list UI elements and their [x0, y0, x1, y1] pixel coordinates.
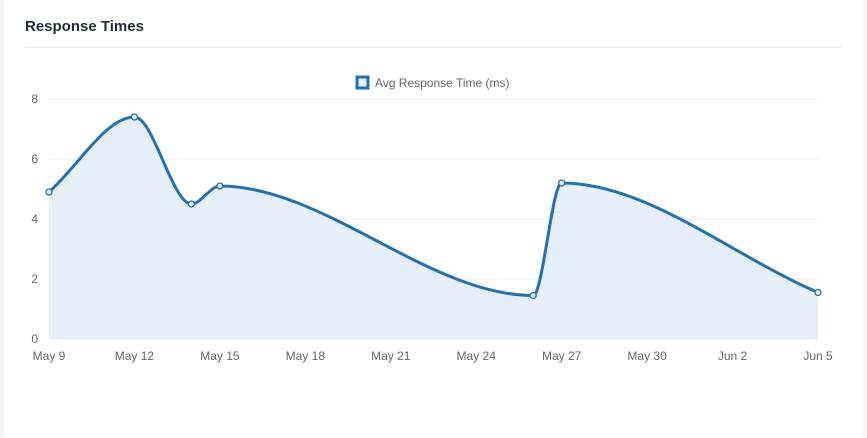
x-tick-label: May 27: [542, 349, 582, 363]
y-tick-label: 0: [31, 332, 38, 346]
legend-swatch[interactable]: [355, 75, 370, 90]
data-point[interactable]: [187, 200, 196, 208]
chart-legend[interactable]: Avg Response Time (ms): [355, 75, 510, 90]
x-tick-label: Jun 2: [718, 349, 748, 363]
card-header: Response Times: [25, 0, 842, 48]
x-tick-label: Jun 5: [803, 349, 833, 363]
data-point[interactable]: [130, 113, 139, 121]
card-title: Response Times: [25, 18, 144, 35]
y-tick-label: 8: [31, 92, 38, 106]
x-tick-label: May 24: [457, 349, 497, 363]
x-tick-label: May 9: [33, 349, 66, 363]
y-tick-label: 6: [31, 152, 38, 166]
data-point[interactable]: [529, 291, 537, 300]
data-point[interactable]: [814, 288, 822, 297]
data-point[interactable]: [216, 182, 224, 190]
data-point[interactable]: [558, 179, 566, 187]
y-tick-label: 4: [31, 212, 38, 226]
x-tick-label: May 18: [286, 349, 326, 363]
x-tick-label: May 15: [200, 349, 240, 363]
x-tick-label: May 12: [115, 349, 155, 363]
y-tick-label: 2: [31, 272, 38, 286]
x-tick-label: May 30: [627, 349, 667, 363]
data-point[interactable]: [45, 188, 53, 196]
legend-label[interactable]: Avg Response Time (ms): [375, 76, 510, 90]
x-tick-label: May 21: [371, 349, 411, 363]
response-time-area: [49, 117, 818, 339]
